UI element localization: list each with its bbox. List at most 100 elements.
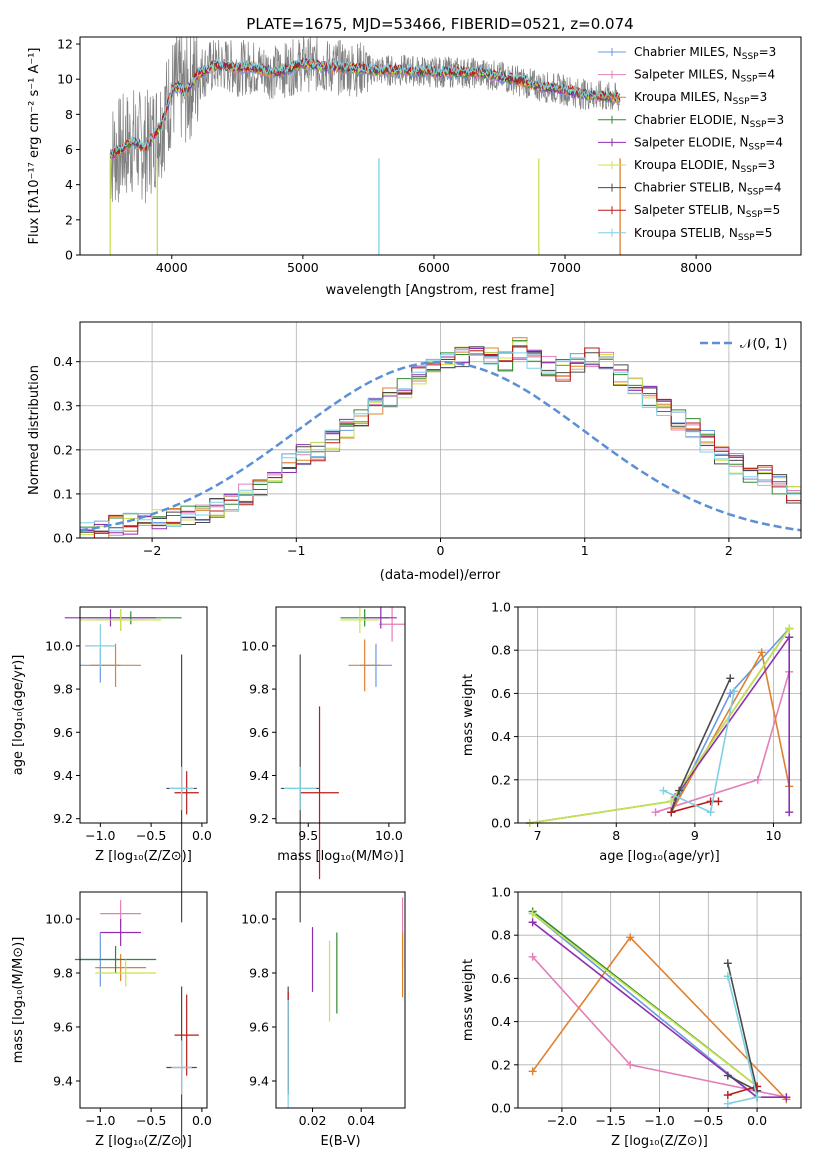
x-tick-label: 6000 xyxy=(418,260,450,275)
y-tick-label: 0.0 xyxy=(491,1101,511,1116)
errorbar-point xyxy=(80,609,162,631)
y-tick-label: 0.4 xyxy=(491,1014,511,1029)
errorbar-point xyxy=(300,706,339,880)
spectrum-frame xyxy=(79,36,802,256)
y-tick-label: 1.0 xyxy=(491,885,511,900)
mass-weight-marker xyxy=(714,797,723,806)
panel-plot-area xyxy=(287,897,404,1108)
x-tick-label: 0.0 xyxy=(192,1113,212,1128)
y-tick-label: 9.8 xyxy=(53,682,73,697)
y-tick-label: 9.4 xyxy=(249,1074,269,1089)
panel-axes: 0.02 0.04 9.4 9.6 9.8 10.0 xyxy=(241,912,375,1129)
errorbar-point xyxy=(74,946,157,973)
panel-xlabel: mass [log₁₀(M/M⊙)] xyxy=(277,849,404,864)
x-tick-label: −1 xyxy=(287,543,305,558)
y-tick-label: 9.2 xyxy=(249,811,269,826)
x-tick-label: −2.0 xyxy=(547,1113,577,1128)
mass-weight-line xyxy=(727,963,759,1093)
legend-label: Salpeter ELODIE, NSSP=4 xyxy=(634,135,783,152)
y-tick-label: 4 xyxy=(65,177,73,192)
legend-label: Kroupa STELIB, NSSP=5 xyxy=(634,226,772,243)
mass-weight-marker xyxy=(730,687,739,696)
errorbar-point xyxy=(85,624,116,668)
mass-weight-marker xyxy=(528,918,537,927)
mass-weight-marker xyxy=(757,648,766,657)
histogram-panel: −2 −1 0 1 2 0.0 0.1 0.2 0.3 0.4 (data-model)/erro… xyxy=(27,321,802,583)
y-tick-label: 8 xyxy=(65,107,73,122)
y-tick-label: 9.8 xyxy=(53,966,73,981)
panel-axes: 7 8 9 10 0.0 0.2 0.4 0.6 0.8 1.0 xyxy=(491,600,781,844)
y-tick-label: 0.8 xyxy=(491,928,511,943)
x-tick-label: −0.5 xyxy=(693,1113,723,1128)
mass-weight-marker xyxy=(753,775,762,784)
errorbar-point xyxy=(95,954,147,982)
y-tick-label: 10.0 xyxy=(45,912,73,927)
panel-plot-area xyxy=(528,907,791,1108)
y-tick-label: 0.2 xyxy=(491,1057,511,1072)
x-tick-label: 0 xyxy=(437,543,445,558)
x-tick-label: 7000 xyxy=(549,260,581,275)
x-tick-label: 0.0 xyxy=(192,828,212,843)
mass-weight-marker xyxy=(651,808,660,817)
legend-label: Chabrier ELODIE, NSSP=3 xyxy=(634,113,784,130)
y-tick-label: 9.6 xyxy=(249,1020,269,1035)
mass-weight-marker xyxy=(626,1060,635,1069)
mass-weight-marker xyxy=(659,786,668,795)
x-tick-label: 2 xyxy=(725,543,733,558)
y-tick-label: 1.0 xyxy=(491,600,511,615)
panel-axes: 9.5 10.0 9.2 9.4 9.6 9.8 10.0 xyxy=(241,638,403,843)
panel-ylabel: age [log₁₀(age/yr)] xyxy=(11,655,26,776)
y-tick-label: 10 xyxy=(57,72,73,87)
errorbar-point xyxy=(174,771,199,815)
mass-weight-marker xyxy=(723,1091,732,1100)
mass-weight-marker xyxy=(528,952,537,961)
panel-xlabel: age [log₁₀(age/yr)] xyxy=(599,849,720,864)
errorbar-point xyxy=(348,639,381,692)
histogram-axes: −2 −1 0 1 2 0.0 0.1 0.2 0.3 0.4 xyxy=(53,354,733,558)
mass-weight-marker xyxy=(785,624,794,633)
panel-frame xyxy=(517,606,802,824)
histogram-series-step xyxy=(80,341,801,538)
x-tick-label: 0.02 xyxy=(299,1113,327,1128)
x-tick-label: 0.0 xyxy=(747,1113,767,1128)
mass-weight-marker xyxy=(675,786,684,795)
errorbar-point xyxy=(340,607,380,633)
y-tick-label: 10.0 xyxy=(241,638,269,653)
model-spectrum-line xyxy=(109,56,621,159)
errorbar-point xyxy=(100,919,141,946)
histogram-series-step xyxy=(80,340,801,538)
panel-frame xyxy=(79,891,208,1109)
y-tick-label: 9.6 xyxy=(249,725,269,740)
histogram-series-step xyxy=(80,348,801,538)
mass-weight-marker xyxy=(723,972,732,981)
histogram-ylabel: Normed distribution xyxy=(27,365,42,495)
y-tick-label: 9.2 xyxy=(53,811,73,826)
y-tick-label: 0.6 xyxy=(491,971,511,986)
x-tick-label: 5000 xyxy=(287,260,319,275)
legend-label: Chabrier STELIB, NSSP=4 xyxy=(634,181,782,198)
age-vs-metallicity-panel: −1.0 −0.5 0.0 9.2 9.4 9.6 9.8 10.0 Z [log₁₀(Z/Z⊙… xyxy=(11,606,212,923)
x-tick-label: 10 xyxy=(766,828,782,843)
errorbar-point xyxy=(174,994,199,1076)
panel-ylabel: mass weight xyxy=(461,674,476,756)
mass-weight-marker xyxy=(706,808,715,817)
panel-ylabel: mass [log₁₀(M/M⊙)] xyxy=(11,937,26,1064)
errorbar-point xyxy=(90,643,141,687)
y-tick-label: 0.4 xyxy=(53,354,73,369)
mass-weight-marker xyxy=(723,1071,732,1080)
panel-frame xyxy=(79,606,208,824)
errorbar-point xyxy=(364,607,397,629)
spectrum-legend: Chabrier MILES, NSSP=3 Salpeter MILES, NS… xyxy=(598,45,784,243)
data-spectrum-line xyxy=(109,37,621,204)
mass-weight-line xyxy=(670,634,790,813)
age-vs-mass-panel: 9.5 10.0 9.2 9.4 9.6 9.8 10.0 mass [log₁₀(M/M⊙)… xyxy=(241,606,406,923)
x-tick-label: 8000 xyxy=(680,260,712,275)
y-tick-label: 6 xyxy=(65,142,73,157)
mass-weight-marker xyxy=(528,909,537,918)
panel-plot-area xyxy=(280,607,405,923)
x-tick-label: −1.5 xyxy=(596,1113,626,1128)
y-tick-label: 0 xyxy=(65,248,73,263)
y-tick-label: 10.0 xyxy=(241,912,269,927)
y-tick-label: 9.4 xyxy=(53,1074,73,1089)
